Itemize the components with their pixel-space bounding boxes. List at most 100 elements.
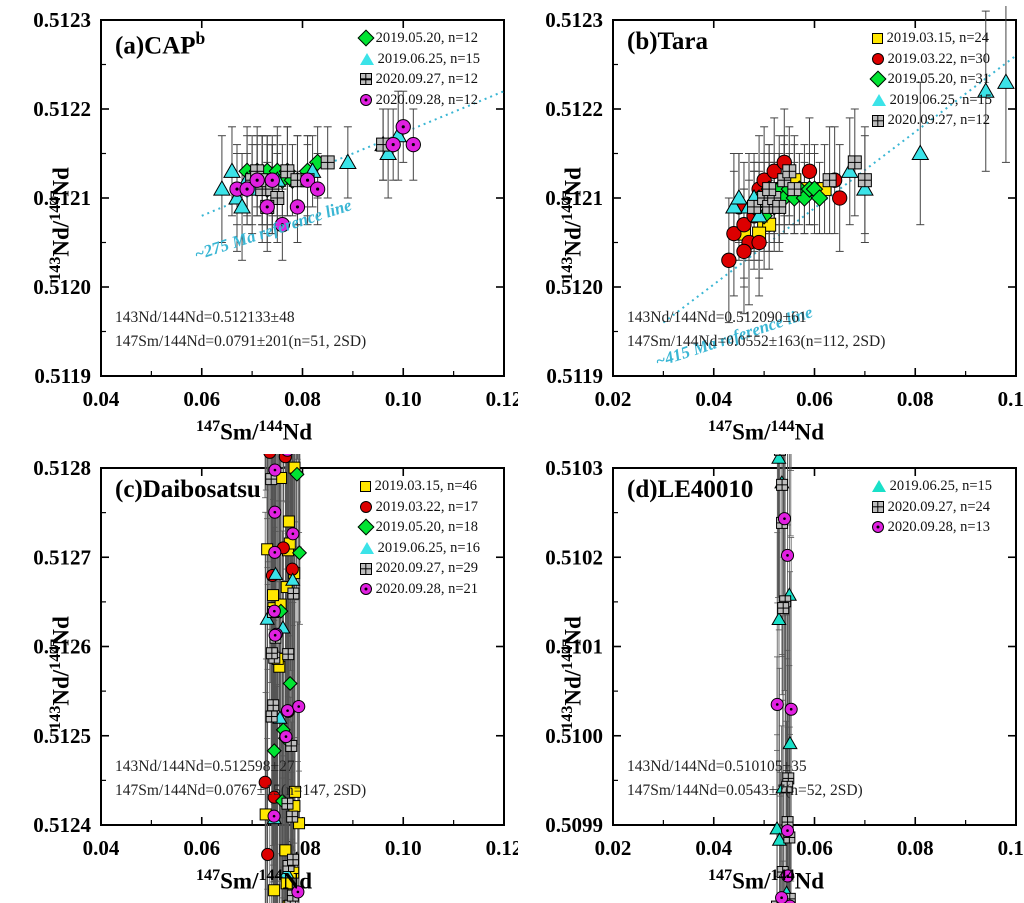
stat-line-c-1: 147Sm/144Nd=0.0767±15(n=147, 2SD) (115, 779, 366, 803)
svg-text:0.04: 0.04 (83, 387, 120, 411)
legend-label-b-0: 2019.03.15, n=24 (887, 28, 989, 49)
legend-marker-icon (872, 53, 884, 65)
legend-label-c-3: 2019.06.25, n=16 (378, 538, 480, 559)
legend-c: 2019.03.15, n=46 2019.03.22, n=17 2019.0… (360, 476, 480, 599)
x-axis-title-b: 147Sm/144Nd (708, 418, 824, 446)
x-axis-title-c: 147Sm/144Nd (196, 867, 312, 895)
stats-b: 143Nd/144Nd=0.512090±61 147Sm/144Nd=0.055… (627, 306, 885, 354)
svg-text:0.04: 0.04 (695, 387, 732, 411)
svg-text:0.5122: 0.5122 (545, 97, 603, 121)
legend-label-b-1: 2019.03.22, n=30 (888, 49, 990, 70)
svg-text:0.04: 0.04 (695, 836, 732, 860)
svg-text:0.04: 0.04 (83, 836, 120, 860)
legend-marker-icon (360, 501, 372, 513)
legend-b: 2019.03.15, n=24 2019.03.22, n=30 2019.0… (872, 28, 992, 131)
panel-b: 0.02 0.04 0.06 0.08 0.10 0.5119 0.5120 0.5121 0.… (512, 0, 1024, 448)
panel-title-d: (d)LE40010 (627, 476, 753, 504)
legend-item-a-0: 2019.05.20, n=12 (360, 28, 480, 49)
legend-label-d-2: 2020.09.28, n=13 (888, 517, 990, 538)
legend-item-b-4: 2020.09.27, n=12 (872, 110, 992, 131)
legend-label-d-0: 2019.06.25, n=15 (890, 476, 992, 497)
svg-text:0.08: 0.08 (897, 836, 934, 860)
legend-label-a-0: 2019.05.20, n=12 (376, 28, 478, 49)
stat-line-d-1: 147Sm/144Nd=0.0543±7(n=52, 2SD) (627, 779, 863, 803)
legend-item-b-2: 2019.05.20, n=31 (872, 69, 992, 90)
stat-line-a-0: 143Nd/144Nd=0.512133±48 (115, 306, 366, 330)
legend-item-d-0: 2019.06.25, n=15 (872, 476, 992, 497)
svg-text:0.5128: 0.5128 (33, 456, 91, 480)
legend-label-b-3: 2019.06.25, n=15 (890, 90, 992, 111)
legend-d: 2019.06.25, n=15 2020.09.27, n=24 2020.0… (872, 476, 992, 538)
legend-item-c-5: 2020.09.28, n=21 (360, 579, 480, 600)
svg-text:0.5102: 0.5102 (545, 545, 603, 569)
legend-marker-icon (360, 94, 372, 106)
legend-item-b-0: 2019.03.15, n=24 (872, 28, 992, 49)
legend-label-b-2: 2019.05.20, n=31 (888, 69, 990, 90)
svg-text:0.5124: 0.5124 (33, 813, 91, 837)
panel-c: 0.04 0.06 0.08 0.10 0.12 0.5124 0.5125 0.5126 0.… (0, 448, 512, 897)
stat-line-d-0: 143Nd/144Nd=0.510105±35 (627, 755, 863, 779)
y-axis-title-d: 143Nd/144Nd (559, 616, 587, 729)
panel-title-a: (a)CAPb (115, 28, 205, 60)
svg-text:0.08: 0.08 (284, 387, 321, 411)
legend-label-a-2: 2020.09.27, n=12 (376, 69, 478, 90)
stats-d: 143Nd/144Nd=0.510105±35 147Sm/144Nd=0.054… (627, 755, 863, 803)
plot-tara: 0.02 0.04 0.06 0.08 0.10 0.5119 0.5120 0.5121 0.… (518, 6, 1014, 442)
plot-cap: 0.04 0.06 0.08 0.10 0.12 0.5119 0.5120 0.5121 0.… (6, 6, 502, 442)
svg-text:0.10: 0.10 (998, 836, 1024, 860)
svg-text:0.5103: 0.5103 (545, 456, 603, 480)
legend-marker-icon (360, 563, 372, 575)
svg-text:0.06: 0.06 (796, 387, 833, 411)
legend-label-c-0: 2019.03.15, n=46 (375, 476, 477, 497)
y-axis-title-c: 143Nd/144Nd (47, 616, 75, 729)
svg-text:0.08: 0.08 (897, 387, 934, 411)
legend-label-a-1: 2019.06.25, n=15 (378, 49, 480, 70)
legend-label-d-1: 2020.09.27, n=24 (888, 497, 990, 518)
legend-item-a-2: 2020.09.27, n=12 (360, 69, 480, 90)
legend-marker-icon (360, 542, 374, 554)
legend-marker-icon (872, 94, 886, 106)
legend-marker-icon (360, 481, 371, 492)
legend-marker-icon (872, 33, 883, 44)
y-axis-title-b: 143Nd/144Nd (559, 167, 587, 280)
x-axis-title-d: 147Sm/144Nd (708, 867, 824, 895)
legend-label-c-1: 2019.03.22, n=17 (376, 497, 478, 518)
svg-text:0.10: 0.10 (998, 387, 1024, 411)
legend-a: 2019.05.20, n=12 2019.06.25, n=15 2020.0… (360, 28, 480, 110)
svg-text:0.06: 0.06 (183, 387, 220, 411)
panel-title-b: (b)Tara (627, 28, 708, 56)
legend-marker-icon (360, 53, 374, 65)
svg-text:0.5119: 0.5119 (34, 364, 91, 388)
legend-item-d-1: 2020.09.27, n=24 (872, 497, 992, 518)
svg-text:0.10: 0.10 (385, 836, 422, 860)
legend-item-d-2: 2020.09.28, n=13 (872, 517, 992, 538)
plot-daibosatsu: 0.04 0.06 0.08 0.10 0.12 0.5124 0.5125 0.5126 0.… (6, 454, 502, 891)
legend-label-b-4: 2020.09.27, n=12 (888, 110, 990, 131)
panel-a: 0.04 0.06 0.08 0.10 0.12 0.5119 0.5120 0.5121 0.… (0, 0, 512, 448)
x-axis-title-a: 147Sm/144Nd (196, 418, 312, 446)
stat-line-a-1: 147Sm/144Nd=0.0791±201(n=51, 2SD) (115, 330, 366, 354)
svg-text:0.10: 0.10 (385, 387, 422, 411)
legend-label-a-3: 2020.09.28, n=12 (376, 90, 478, 111)
stat-line-c-0: 143Nd/144Nd=0.512598±27 (115, 755, 366, 779)
legend-marker-icon (360, 73, 372, 85)
legend-item-c-3: 2019.06.25, n=16 (360, 538, 480, 559)
legend-marker-icon (357, 30, 374, 47)
svg-text:0.5099: 0.5099 (545, 813, 603, 837)
svg-text:0.5122: 0.5122 (33, 97, 91, 121)
svg-text:0.5123: 0.5123 (545, 8, 603, 32)
stat-line-b-0: 143Nd/144Nd=0.512090±61 (627, 306, 885, 330)
legend-item-a-1: 2019.06.25, n=15 (360, 49, 480, 70)
legend-item-c-1: 2019.03.22, n=17 (360, 497, 480, 518)
legend-item-c-0: 2019.03.15, n=46 (360, 476, 480, 497)
panel-title-c: (c)Daibosatsu (115, 476, 261, 504)
legend-item-b-1: 2019.03.22, n=30 (872, 49, 992, 70)
figure-grid: 0.04 0.06 0.08 0.10 0.12 0.5119 0.5120 0.5121 0.… (0, 0, 1024, 897)
y-axis-title-a: 143Nd/144Nd (47, 167, 75, 280)
stat-line-b-1: 147Sm/144Nd=0.0552±163(n=112, 2SD) (627, 330, 885, 354)
legend-marker-icon (360, 583, 372, 595)
stats-a: 143Nd/144Nd=0.512133±48 147Sm/144Nd=0.079… (115, 306, 366, 354)
svg-text:0.06: 0.06 (183, 836, 220, 860)
legend-label-c-5: 2020.09.28, n=21 (376, 579, 478, 600)
svg-text:0.5123: 0.5123 (33, 8, 91, 32)
